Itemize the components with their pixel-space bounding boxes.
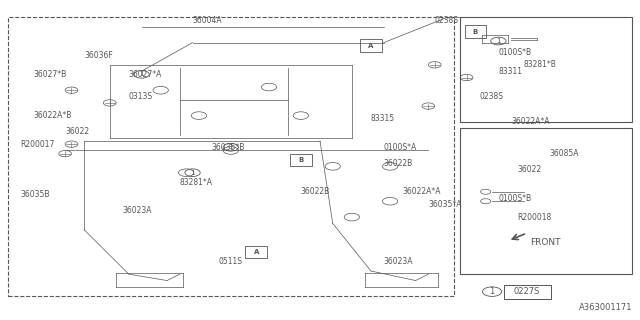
Text: 83281*B: 83281*B	[524, 60, 557, 69]
Text: 36022B: 36022B	[384, 159, 413, 168]
Text: 83315: 83315	[371, 114, 395, 123]
Text: 0238S: 0238S	[435, 16, 459, 25]
Text: FRONT: FRONT	[531, 238, 561, 247]
Text: 36035*B: 36035*B	[212, 143, 245, 152]
Text: 36022A*A: 36022A*A	[403, 187, 442, 196]
Text: 36004A: 36004A	[193, 16, 222, 25]
Text: 36027*A: 36027*A	[129, 70, 162, 79]
Text: 1: 1	[490, 287, 495, 296]
Text: 1: 1	[496, 38, 500, 44]
Text: 0511S: 0511S	[218, 257, 242, 266]
Text: A: A	[253, 249, 259, 255]
Bar	[460, 128, 632, 274]
Text: 36023A: 36023A	[384, 257, 413, 266]
Text: 0100S*B: 0100S*B	[499, 194, 532, 203]
Text: 36035B: 36035B	[20, 190, 50, 199]
Text: 36022: 36022	[65, 127, 89, 136]
Text: 36027*B: 36027*B	[33, 70, 67, 79]
Text: 36022B: 36022B	[301, 187, 330, 196]
Text: 36035*A: 36035*A	[428, 200, 462, 209]
Text: A363001171: A363001171	[579, 303, 632, 312]
Text: A: A	[368, 43, 374, 49]
Text: 36022: 36022	[518, 165, 541, 174]
Text: 1: 1	[190, 170, 195, 176]
Text: R200018: R200018	[518, 212, 552, 222]
Text: 0100S*A: 0100S*A	[384, 143, 417, 152]
Text: 36036F: 36036F	[84, 51, 113, 60]
Text: R200017: R200017	[20, 140, 55, 148]
Text: B: B	[298, 157, 303, 163]
Text: 0313S: 0313S	[129, 92, 153, 101]
Bar	[8, 17, 454, 296]
Text: 0238S: 0238S	[479, 92, 503, 101]
Bar	[460, 17, 632, 122]
Text: 1: 1	[140, 71, 144, 77]
Text: 0227S: 0227S	[514, 287, 540, 296]
Bar	[504, 285, 551, 299]
Text: 36022A*A: 36022A*A	[511, 117, 550, 126]
Text: 1: 1	[228, 144, 233, 150]
Text: 83281*A: 83281*A	[180, 178, 213, 187]
Text: B: B	[473, 28, 478, 35]
Text: 36085A: 36085A	[549, 149, 579, 158]
Text: 36023A: 36023A	[122, 206, 152, 215]
Text: 83311: 83311	[499, 67, 522, 76]
Text: 0100S*B: 0100S*B	[499, 48, 532, 57]
Text: 36022A*B: 36022A*B	[33, 111, 72, 120]
